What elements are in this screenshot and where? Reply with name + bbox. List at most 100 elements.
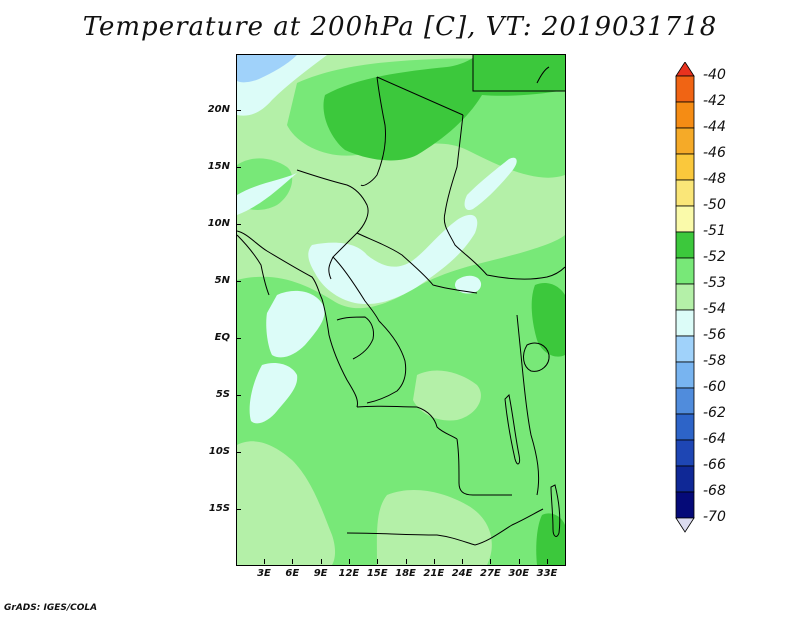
region-m54-gulf xyxy=(266,290,325,358)
region-m54-atlantic-streak xyxy=(249,363,298,424)
region-m56-northwest xyxy=(237,55,297,83)
lake-malawi xyxy=(550,484,561,537)
y-tick-label: EQ xyxy=(214,332,230,343)
colorbar-segment xyxy=(675,439,695,467)
colorbar-segment xyxy=(675,75,695,103)
colorbar-svg xyxy=(675,61,695,533)
x-tick-label: 21E xyxy=(423,568,445,579)
border-angola-namibia xyxy=(346,532,476,546)
colorbar-label: -64 xyxy=(703,431,726,447)
region-m51-ne xyxy=(473,55,565,91)
colorbar-segment xyxy=(675,179,695,207)
colorbar-bottom-arrow xyxy=(675,517,695,533)
colorbar-label: -44 xyxy=(703,119,726,135)
region-m54-ne-streak xyxy=(464,157,517,211)
y-tick-label: 15N xyxy=(207,161,230,172)
x-tick-mark xyxy=(377,559,379,564)
colorbar-label: -42 xyxy=(703,93,726,109)
colorbar-label: -62 xyxy=(703,405,726,421)
region-m53-south-right xyxy=(376,490,492,565)
borders xyxy=(237,55,565,546)
colorbar-label: -40 xyxy=(703,67,726,83)
y-tick-mark xyxy=(236,224,241,225)
border-congo-drc xyxy=(366,320,407,404)
x-tick-label: 30E xyxy=(508,568,530,579)
y-tick-label: 5N xyxy=(214,275,230,286)
region-m54-band-west xyxy=(237,173,297,215)
map-title: Temperature at 200hPa [C], VT: 201903171… xyxy=(82,12,718,42)
colorbar-segment xyxy=(675,361,695,389)
x-tick-label: 27E xyxy=(480,568,501,579)
colorbar-segment xyxy=(675,153,695,181)
colorbar-segment xyxy=(675,283,695,311)
coastline xyxy=(237,230,358,408)
x-tick-mark xyxy=(547,559,548,564)
y-tick-mark xyxy=(236,338,241,339)
border-niger-chad xyxy=(360,76,386,186)
y-tick-mark xyxy=(236,452,241,453)
border-angola-zambia xyxy=(456,438,512,496)
temperature-map xyxy=(236,54,566,566)
colorbar-top-arrow xyxy=(675,61,695,77)
colorbar-segment xyxy=(675,387,695,415)
border-car-south xyxy=(356,232,478,294)
y-tick-label: 5S xyxy=(215,389,230,400)
colorbar-label: -46 xyxy=(703,145,726,161)
colorbar-segment xyxy=(675,465,695,493)
region-m54-band-center xyxy=(308,214,478,305)
colorbar-segment xyxy=(675,231,695,259)
y-tick-mark xyxy=(236,281,241,282)
x-tick-mark xyxy=(518,559,520,564)
colorbar-label: -54 xyxy=(703,301,726,317)
region-m51-se xyxy=(536,513,565,565)
x-tick-mark xyxy=(433,559,435,564)
x-tick-label: 18E xyxy=(395,568,416,579)
colorbar-label: -53 xyxy=(703,275,726,291)
border-sudan-ss xyxy=(486,266,565,280)
border-cameroon-car xyxy=(332,256,380,322)
x-tick-mark xyxy=(264,559,265,564)
colorbar-label: -50 xyxy=(703,197,726,213)
colorbar-segment xyxy=(675,257,695,285)
colorbar-segment xyxy=(675,335,695,363)
colorbar-label: -66 xyxy=(703,457,726,473)
x-tick-label: 15E xyxy=(366,568,388,579)
colorbar-segment xyxy=(675,491,695,519)
x-tick-label: 6E xyxy=(285,568,300,579)
lake-tanganyika xyxy=(504,393,520,465)
border-zambia-south xyxy=(474,508,544,546)
y-tick-label: 20N xyxy=(207,104,230,115)
y-tick-label: 15S xyxy=(208,503,230,514)
x-tick-label: 12E xyxy=(338,568,360,579)
x-tick-mark xyxy=(462,559,464,564)
colorbar-label: -52 xyxy=(703,249,726,265)
y-tick-mark xyxy=(236,509,241,510)
colorbar xyxy=(675,61,695,562)
x-tick-label: 3E xyxy=(257,568,271,579)
x-tick-mark xyxy=(320,559,322,564)
border-libya-egypt xyxy=(472,55,565,92)
region-m53-mid xyxy=(413,370,481,421)
border-drc-east xyxy=(516,314,540,496)
colorbar-label: -48 xyxy=(703,171,726,187)
colorbar-label: -70 xyxy=(703,509,726,525)
x-tick-mark xyxy=(490,559,492,564)
border-drc-angola xyxy=(356,405,458,440)
colorbar-label: -60 xyxy=(703,379,726,395)
border-chad-sudan xyxy=(443,114,488,276)
colorbar-label: -56 xyxy=(703,327,726,343)
colorbar-label: -68 xyxy=(703,483,726,499)
x-tick-mark xyxy=(405,559,407,564)
y-tick-label: 10S xyxy=(208,446,230,457)
border-west-left xyxy=(237,234,270,296)
colorbar-segment xyxy=(675,127,695,155)
region-m53-south-left xyxy=(237,441,336,565)
x-tick-mark xyxy=(348,559,350,564)
colorbar-segment xyxy=(675,205,695,233)
x-tick-label: 33E xyxy=(536,568,558,579)
region-m54-small xyxy=(455,275,482,294)
colorbar-segment xyxy=(675,413,695,441)
colorbar-segment xyxy=(675,309,695,337)
y-tick-mark xyxy=(236,395,241,396)
x-tick-label: 9E xyxy=(313,568,328,579)
